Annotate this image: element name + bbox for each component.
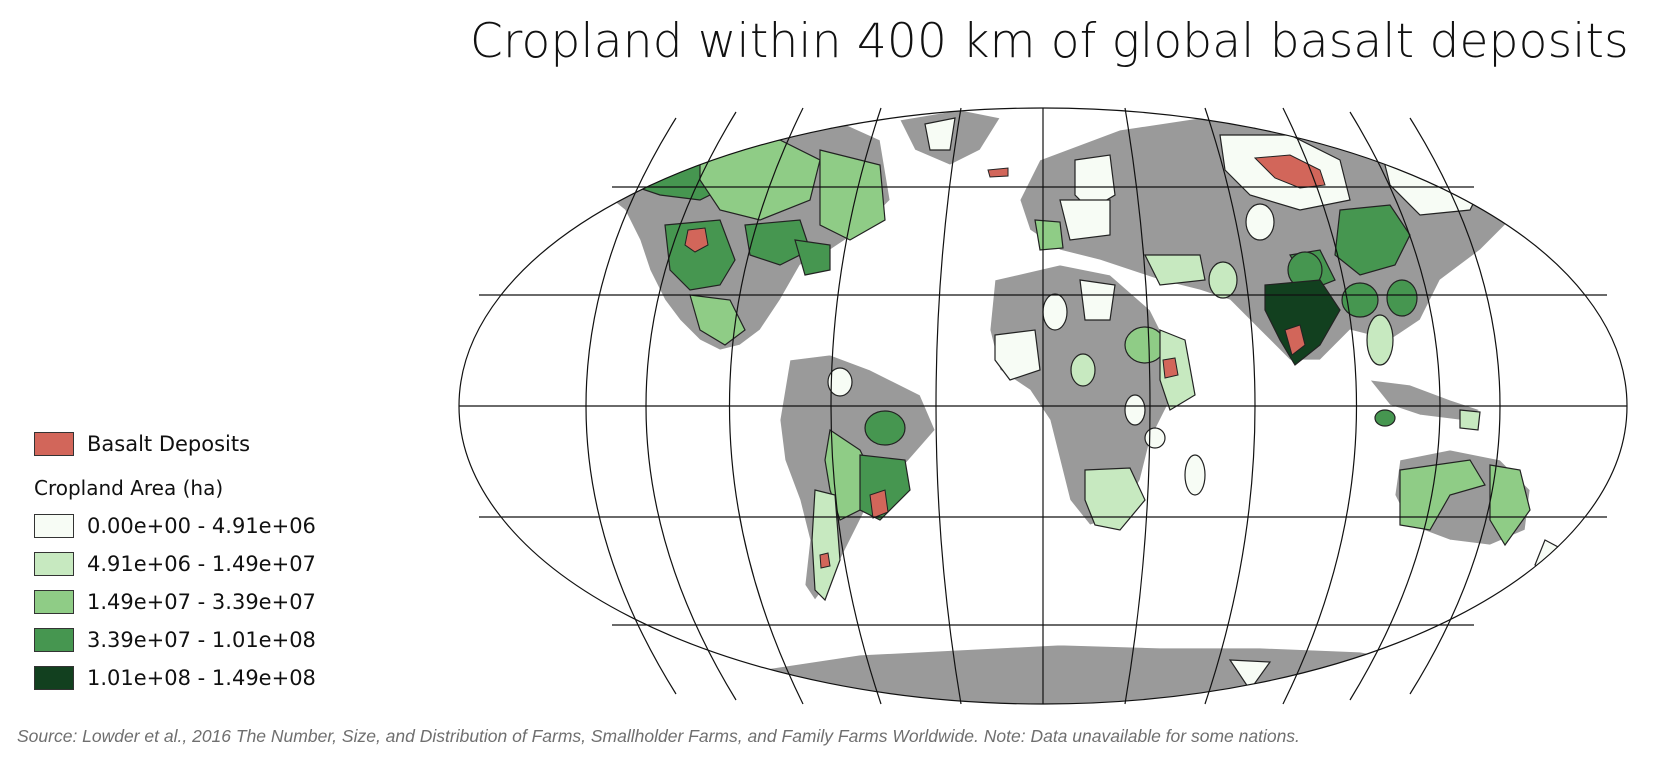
cropland-zone-eastern-europe bbox=[1245, 203, 1275, 241]
cropland-zone-uk bbox=[1034, 219, 1064, 251]
legend-label-class-5: 1.01e+08 - 1.49e+08 bbox=[87, 666, 316, 690]
cropland-zone-australia-east bbox=[1489, 464, 1531, 547]
cropland-zone-west-africa bbox=[994, 329, 1041, 381]
cropland-zone-east-africa bbox=[1124, 394, 1146, 426]
basalt-deposit-columbia-river bbox=[684, 227, 709, 253]
legend-heading: Cropland Area (ha) bbox=[34, 476, 224, 500]
basalt-deposit-iceland bbox=[987, 167, 1009, 178]
cropland-zone-chile bbox=[811, 489, 841, 602]
basalt-deposit-siberia bbox=[1253, 154, 1326, 189]
graticule bbox=[458, 107, 1628, 705]
cropland-zone-colombia bbox=[827, 367, 853, 397]
meridian-90w bbox=[728, 107, 804, 705]
cropland-zone-new-zealand bbox=[1534, 539, 1561, 571]
cropland-zone-chad bbox=[1070, 353, 1096, 387]
cropland-zone-southern-africa bbox=[1084, 467, 1146, 531]
legend-swatch-class-5 bbox=[34, 666, 74, 690]
meridian-60w bbox=[830, 107, 882, 705]
meridian-150e bbox=[1409, 117, 1501, 695]
legend-label-basalt: Basalt Deposits bbox=[87, 432, 251, 456]
legend-item-basalt: Basalt Deposits bbox=[34, 432, 250, 456]
cropland-zone-madagascar bbox=[1184, 454, 1206, 496]
basalt-deposit-ethiopia bbox=[1162, 357, 1179, 379]
cropland-zone-mexico bbox=[689, 294, 746, 346]
legend-item-class-4: 3.39e+07 - 1.01e+08 bbox=[34, 628, 316, 652]
legend-label-class-2: 4.91e+06 - 1.49e+07 bbox=[87, 552, 316, 576]
cropland-zone-central-europe bbox=[1059, 199, 1111, 241]
cropland-zone-turkey bbox=[1144, 254, 1206, 286]
legend-swatch-class-3 bbox=[34, 590, 74, 614]
landmass-antarctica bbox=[659, 644, 1501, 704]
cropland-zone-china-north bbox=[1334, 204, 1411, 276]
legend-swatch-class-1 bbox=[34, 514, 74, 538]
meridian-30e bbox=[1124, 107, 1151, 705]
meridian-120w bbox=[645, 111, 737, 701]
meridian-30w bbox=[935, 107, 962, 705]
cropland-zone-north-africa bbox=[1079, 279, 1116, 321]
cropland-zone-india bbox=[1264, 279, 1341, 366]
cropland-zone-nigeria bbox=[1124, 326, 1166, 364]
legend-item-class-1: 0.00e+00 - 4.91e+06 bbox=[34, 514, 316, 538]
meridian-120e bbox=[1349, 111, 1441, 701]
basalt-deposits bbox=[684, 154, 1326, 569]
legend-item-class-5: 1.01e+08 - 1.49e+08 bbox=[34, 666, 316, 690]
cropland-zone-canada-east bbox=[819, 149, 886, 241]
legend-label-class-3: 1.49e+07 - 3.39e+07 bbox=[87, 590, 316, 614]
cropland-zone-central-africa bbox=[1144, 427, 1166, 449]
cropland-zone-china-south bbox=[1386, 279, 1418, 317]
legend-item-class-2: 4.91e+06 - 1.49e+07 bbox=[34, 552, 316, 576]
legend-label-class-4: 3.39e+07 - 1.01e+08 bbox=[87, 628, 316, 652]
legend-item-class-3: 1.49e+07 - 3.39e+07 bbox=[34, 590, 316, 614]
cropland-zone-sahara-west bbox=[1042, 293, 1068, 331]
cropland-zone-greenland-north bbox=[924, 117, 956, 151]
cropland-zone-australia-west bbox=[1399, 459, 1486, 531]
cropland-zone-southeast-asia bbox=[1366, 314, 1394, 366]
land-layer bbox=[599, 109, 1561, 704]
meridian-60e bbox=[1204, 107, 1256, 705]
cropland-zone-antarctica-east bbox=[1228, 659, 1272, 692]
legend-swatch-basalt bbox=[34, 432, 74, 456]
legend-label-class-1: 0.00e+00 - 4.91e+06 bbox=[87, 514, 316, 538]
cropland-zone-indonesia bbox=[1374, 409, 1396, 427]
basalt-deposit-patagonia bbox=[819, 552, 831, 569]
meridian-90e bbox=[1282, 107, 1358, 705]
cropland-zone-china-central bbox=[1341, 282, 1379, 318]
basalt-deposit-parana bbox=[869, 489, 889, 519]
cropland-zone-philippines bbox=[1459, 409, 1481, 431]
cropland-zone-iran bbox=[1208, 261, 1238, 299]
map-title: Cropland within 400 km of global basalt … bbox=[470, 14, 1629, 69]
legend-swatch-class-4 bbox=[34, 628, 74, 652]
meridian-150w bbox=[585, 117, 677, 695]
cropland-zone-us-west bbox=[664, 219, 736, 291]
cropland-zone-us-east bbox=[794, 239, 831, 276]
cropland-zone-brazil-north bbox=[864, 410, 906, 446]
basalt-deposit-deccan bbox=[1284, 324, 1306, 356]
source-note: Source: Lowder et al., 2016 The Number, … bbox=[17, 726, 1300, 746]
legend-swatch-class-2 bbox=[34, 552, 74, 576]
